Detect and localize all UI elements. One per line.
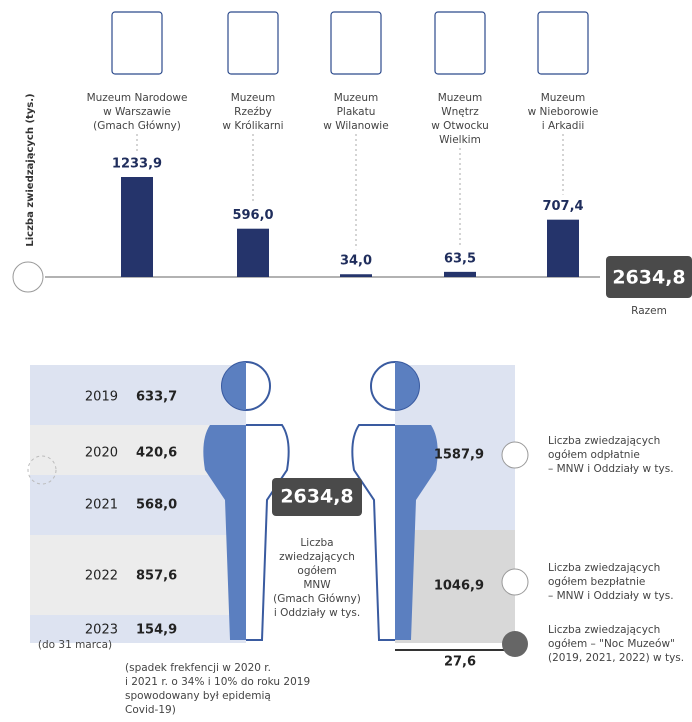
total-caption: (Gmach Główny) (273, 593, 361, 605)
icon (538, 12, 588, 74)
year: 2019 (85, 390, 118, 405)
category-label: Rzeźby (234, 106, 272, 118)
icon (502, 631, 528, 657)
category-label: w Nieborowie (528, 106, 599, 118)
icon (502, 442, 528, 468)
footnote: (spadek frekfencji w 2020 r. (125, 662, 271, 674)
year-value: 633,7 (136, 390, 177, 405)
year-value: 420,6 (136, 446, 177, 461)
category-label: Wielkim (439, 134, 481, 146)
bar (121, 177, 153, 277)
footnote: spowodowany był epidemią (125, 690, 271, 702)
category-label: Muzeum (334, 92, 379, 104)
breakdown-value: 1046,9 (434, 579, 484, 594)
infographic: 2634,8 Razem Liczba zwiedzających (tys.)… (0, 0, 692, 722)
icon (331, 12, 381, 74)
year: 2021 (85, 498, 118, 513)
total-caption: zwiedzających (279, 551, 355, 563)
year-value: 857,6 (136, 569, 177, 584)
breakdown-caption: (2019, 2021, 2022) w tys. (548, 652, 684, 664)
breakdown-value: 27,6 (444, 655, 476, 670)
year: 2023 (85, 623, 118, 638)
category-label: Muzeum (438, 92, 483, 104)
bar (444, 272, 476, 277)
breakdown-caption: ogółem bezpłatnie (548, 576, 645, 588)
total-caption: Liczba (300, 537, 333, 549)
year-value: 154,9 (136, 623, 177, 638)
total-caption: ogółem (297, 565, 336, 577)
year-value: 568,0 (136, 498, 177, 513)
breakdown-caption: Liczba zwiedzających (548, 435, 660, 447)
category-label: w Wilanowie (323, 120, 388, 132)
value-label: 707,4 (542, 199, 583, 214)
bar (547, 220, 579, 277)
people-icon (13, 262, 43, 292)
year: 2022 (85, 569, 118, 584)
year-note: (do 31 marca) (38, 639, 112, 651)
value-label: 596,0 (232, 208, 273, 223)
year: 2020 (85, 446, 118, 461)
category-label: i Arkadii (542, 120, 585, 132)
category-label: Muzeum Narodowe (87, 92, 188, 104)
category-label: (Gmach Główny) (93, 120, 181, 132)
breakdown-caption: Liczba zwiedzających (548, 562, 660, 574)
category-label: Muzeum (231, 92, 276, 104)
category-label: Plakatu (337, 106, 376, 118)
breakdown-caption: ogółem – "Noc Muzeów" (548, 638, 675, 650)
breakdown-caption: ogółem odpłatnie (548, 449, 640, 461)
icon (502, 569, 528, 595)
category-label: w Warszawie (103, 106, 171, 118)
icon (435, 12, 485, 74)
category-label: w Otwocku (431, 120, 489, 132)
center-total: 2634,8 (280, 486, 353, 508)
category-label: Muzeum (541, 92, 586, 104)
icon (228, 12, 278, 74)
breakdown-caption: – MNW i Oddziały w tys. (548, 463, 674, 475)
footnote: i 2021 r. o 34% i 10% do roku 2019 (125, 676, 310, 688)
breakdown-value: 1587,9 (434, 448, 484, 463)
value-label: 34,0 (340, 254, 372, 269)
breakdown-caption: Liczba zwiedzających (548, 624, 660, 636)
y-axis-title: Liczba zwiedzających (tys.) (25, 93, 36, 246)
value-label: 1233,9 (112, 157, 162, 172)
footnote: Covid-19) (125, 704, 176, 716)
total-caption: MNW (303, 579, 331, 591)
category-label: Wnętrz (441, 106, 479, 118)
value-label: 63,5 (444, 251, 476, 266)
breakdown-caption: – MNW i Oddziały w tys. (548, 590, 674, 602)
category-label: w Królikarni (222, 120, 283, 132)
total-caption: i Oddziały w tys. (274, 607, 360, 619)
bar (237, 229, 269, 277)
total-label: Razem (631, 305, 667, 317)
total: 2634,8 (612, 267, 685, 289)
bar (340, 274, 372, 277)
icon (112, 12, 162, 74)
